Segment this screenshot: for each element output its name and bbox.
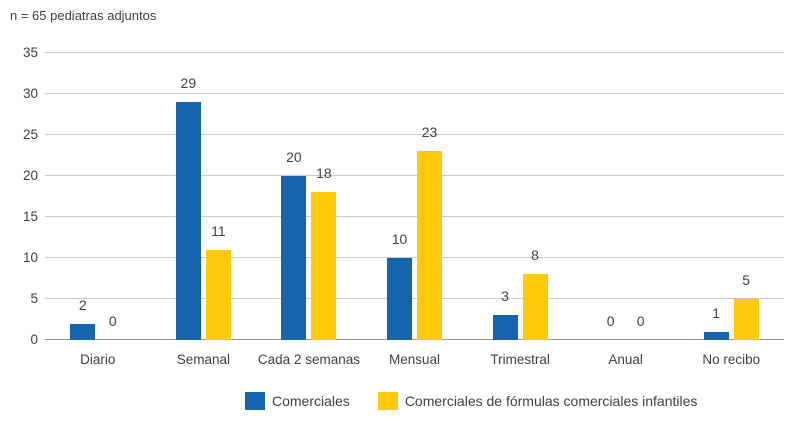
bar [70,323,96,340]
bar-value-label: 29 [180,75,197,92]
bar [522,274,548,340]
bar [205,249,231,340]
bar [416,151,442,340]
x-axis-label: Semanal [176,352,231,367]
x-axis-label: No recibo [702,352,761,367]
gridline [45,134,784,135]
gridline [45,298,784,299]
bar [386,258,412,340]
bar-group: 10 23 [362,53,468,340]
bar-value-label: 5 [742,272,751,288]
y-axis-label: 25 [22,127,38,142]
x-axis-label: Cada 2 semanas [257,352,360,367]
gridline [45,175,784,176]
bar-value-label: 1 [712,304,721,321]
bar-value-label: 3 [501,288,509,305]
plot-area: 2 0 29 11 20 18 10 23 3 8 0 0 1 5 [45,52,784,340]
y-axis-label: 30 [22,86,38,101]
y-axis-label: 10 [22,250,38,265]
gridline [45,216,784,217]
legend-label: Comerciales [272,393,350,409]
bar [311,192,337,340]
chart-title: n = 65 pediatras adjuntos [10,8,157,23]
bar-value-label: 8 [531,247,539,264]
bar-group: 29 11 [151,53,257,340]
x-axis-label: Anual [608,352,643,367]
y-axis-label: 15 [22,209,38,224]
x-axis-line [45,339,784,340]
legend-item: Comerciales [245,392,350,410]
bar [703,331,729,340]
x-axis-label: Diario [80,352,116,367]
bar [733,299,759,340]
x-axis: Diario Semanal Cada 2 semanas Mensual Trimes… [45,352,784,367]
legend-label: Comerciales de fórmulas comerciales infa… [404,393,698,409]
y-axis-label: 5 [30,291,38,306]
bar-value-label: 0 [108,313,117,329]
bar-value-label: 23 [421,124,438,141]
bar-group: 20 18 [256,53,362,340]
legend: Comerciales Comerciales de fórmulas comer… [245,392,697,410]
bar [175,102,201,340]
gridline [45,257,784,258]
y-axis-label: 20 [22,168,38,183]
bar-value-label: 18 [316,165,332,182]
legend-swatch-icon [245,392,265,410]
y-axis-label: 35 [22,45,38,60]
bar-value-label: 2 [78,296,87,313]
legend-item: Comerciales de fórmulas comerciales infa… [377,392,698,410]
legend-swatch-icon [377,392,398,410]
bar-value-label: 10 [391,231,408,247]
bar-value-label: 0 [636,313,645,329]
bar-value-label: 0 [606,313,615,329]
bar-value-label: 20 [286,149,302,165]
bar [492,315,518,340]
y-axis-label: 0 [30,332,38,347]
gridline [45,93,784,94]
bar-value-label: 11 [211,222,226,239]
bar [281,176,307,340]
x-axis-label: Trimestral [490,352,550,367]
gridline [45,52,784,53]
x-axis-label: Mensual [389,352,441,367]
